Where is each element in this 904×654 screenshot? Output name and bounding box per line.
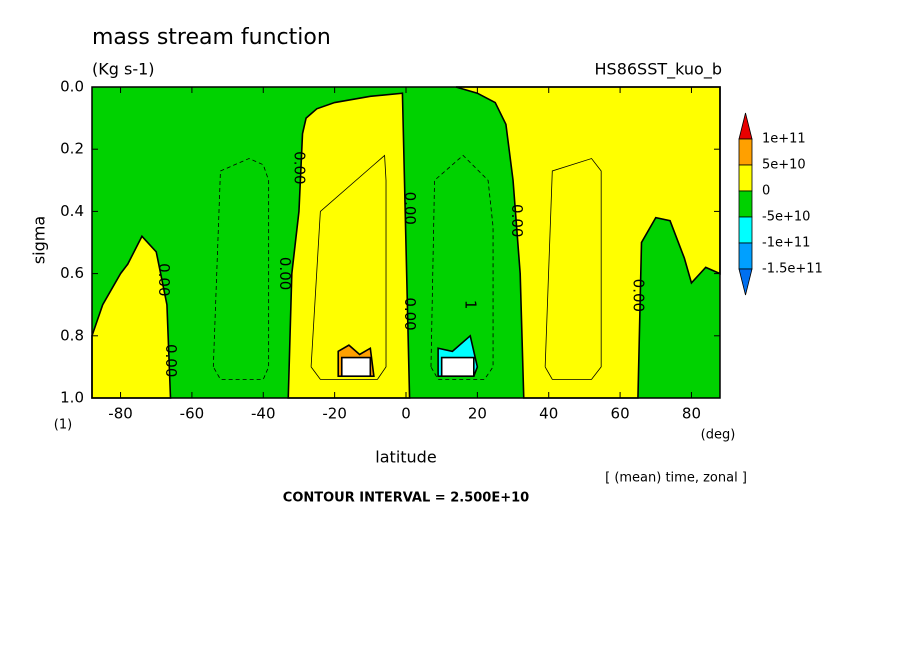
y-tick-label: 0.8 — [60, 326, 84, 344]
colorbar-label: -1.5e+11 — [762, 262, 823, 277]
x-tick-label: -20 — [322, 405, 347, 423]
x-tick-label: 40 — [539, 405, 558, 423]
colorbar-segment — [738, 138, 753, 166]
x-tick-label: -60 — [180, 405, 205, 423]
x-tick-label: -80 — [108, 405, 133, 423]
filled-region — [287, 92, 411, 399]
footer: CONTOUR INTERVAL = 2.500E+10 — [283, 491, 529, 506]
run-label: HS86SST_kuo_b — [595, 60, 723, 80]
colorbar-arrow — [738, 112, 753, 140]
colorbar-label: -5e+10 — [762, 210, 810, 225]
y-tick-label: 1.0 — [60, 389, 84, 407]
note: [ (mean) time, zonal ] — [605, 471, 747, 486]
x-tick-label: -40 — [251, 405, 276, 423]
x-tick-label: 0 — [401, 405, 411, 423]
colorbar-label: 5e+10 — [762, 158, 806, 173]
contour-label: 0.00 — [162, 344, 180, 377]
contour-label: 0.00 — [290, 151, 308, 184]
colorbar-segment — [738, 190, 753, 218]
y-tick-label: 0.2 — [60, 140, 84, 158]
y-unit: (1) — [54, 418, 72, 433]
contour-label: 0.00 — [155, 263, 173, 296]
x-tick-label: 80 — [682, 405, 701, 423]
filled-region — [340, 356, 372, 378]
contour-line — [544, 158, 602, 380]
colorbar-arrow — [738, 268, 753, 296]
colorbar-segment — [738, 216, 753, 244]
y-tick-label: 0.0 — [60, 78, 84, 96]
colorbar-label: 0 — [762, 184, 770, 199]
x-tick-label: 60 — [611, 405, 630, 423]
chart-subtitle: (Kg s-1) — [92, 60, 155, 79]
contour-label: 0.00 — [401, 192, 419, 225]
colorbar-label: -1e+11 — [762, 236, 810, 251]
x-axis-label: latitude — [375, 448, 436, 467]
contour-line — [212, 158, 270, 380]
contour-label: 0.00 — [276, 257, 294, 290]
contour-line — [430, 154, 494, 380]
contour-label: 0.00 — [508, 204, 526, 237]
x-unit: (deg) — [701, 428, 736, 443]
colorbar-segment — [738, 164, 753, 192]
x-tick-label: 20 — [468, 405, 487, 423]
y-tick-label: 0.4 — [60, 202, 84, 220]
contour-label: 0.00 — [401, 297, 419, 330]
chart-title: mass stream function — [92, 25, 331, 50]
colorbar-label: 1e+11 — [762, 132, 806, 147]
filled-region — [91, 234, 172, 399]
filled-region — [440, 356, 475, 378]
contour-label: 0.00 — [629, 279, 647, 312]
colorbar-segment — [738, 242, 753, 270]
y-tick-label: 0.6 — [60, 264, 84, 282]
contour-line — [310, 154, 387, 380]
y-axis-label: sigma — [30, 216, 49, 264]
contour-label: 1 — [462, 300, 480, 310]
